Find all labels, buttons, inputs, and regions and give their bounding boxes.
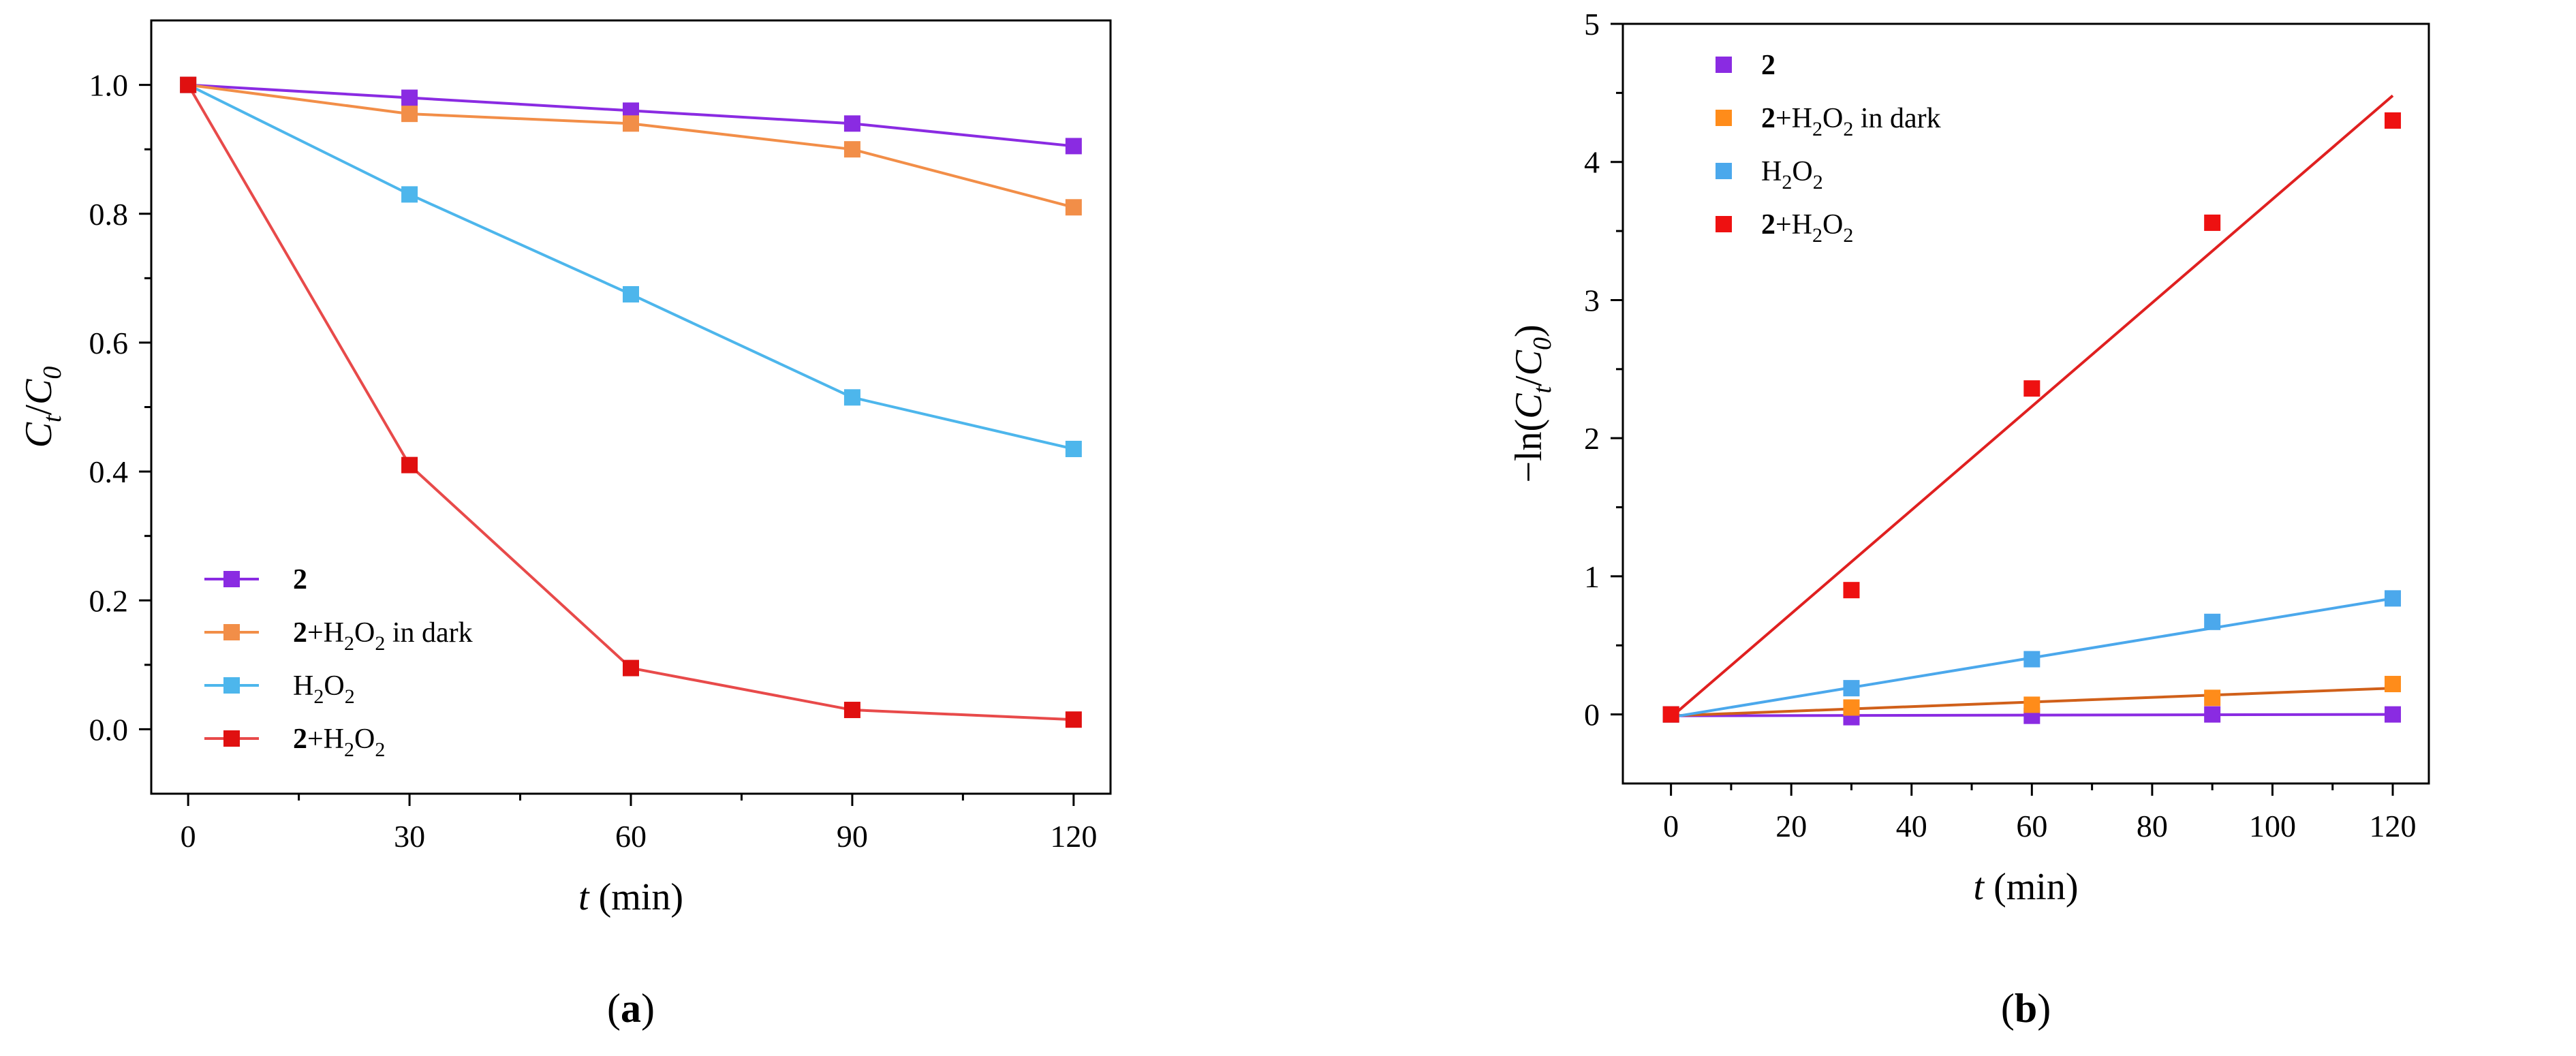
panel-a-x-tick-label: 60: [615, 819, 647, 854]
panel-b-y-tick-label: 4: [1584, 145, 1600, 180]
panel-b-series-3-point: [1662, 706, 1679, 723]
panel-b-x-tick-label: 80: [2137, 809, 2168, 843]
panel-a-panel-label: (a): [607, 986, 655, 1031]
panel-a-series-1-point: [401, 106, 418, 123]
panel-b-series-3-point: [1843, 582, 1860, 599]
panel-b-series-1-point: [2023, 696, 2040, 713]
panel-a-series-3-point: [401, 456, 418, 473]
panel-b-series-2-point: [2023, 651, 2040, 668]
panel-a-legend-label: H2O2: [293, 670, 355, 708]
panel-a-x-axis-title: t (min): [578, 876, 683, 918]
panel-a-x-tick-label: 0: [181, 819, 196, 854]
panel-a-legend-marker: [223, 730, 240, 747]
panel-b-series-1-point: [1843, 699, 1860, 716]
panel-a-legend-label: 2+H2O2 in dark: [293, 617, 473, 655]
panel-b: 0 20 40 60 80 100 120 0 1 2 3 4 5 t (min) −ln(Ct/C0) (b…: [1508, 7, 2430, 1031]
panel-a-series-0-point: [1065, 138, 1082, 155]
panel-b-series-3-point: [2385, 112, 2402, 129]
panel-b-series-2-point: [2385, 590, 2402, 607]
panel-b-x-tick-label: 60: [2016, 809, 2047, 843]
panel-b-series-1-point: [2204, 689, 2221, 706]
panel-a-legend-marker: [223, 624, 240, 640]
panel-a-series-2-point: [623, 285, 639, 302]
panel-a-y-axis-title: Ct/C0: [18, 367, 67, 448]
panel-a-legend-label: 2: [293, 564, 307, 595]
panel-a-series-3-point: [623, 659, 639, 677]
panel-a-series-3-point: [1065, 711, 1082, 728]
panel-a-series-2-point: [843, 389, 860, 406]
panel-b-series-3-fit-line: [1670, 94, 2394, 719]
panel-b-y-axis-title: −ln(Ct/C0): [1508, 324, 1557, 482]
panel-a-series-2-point: [1065, 440, 1082, 457]
panel-b-legend-marker: [1716, 163, 1732, 179]
panel-a-legend-marker: [223, 571, 240, 587]
panel-b-series-3-point: [2023, 380, 2040, 397]
panel-b-x-tick-label: 120: [2370, 809, 2417, 843]
panel-a-series-0-point: [843, 115, 860, 132]
panel-b-x-tick-label: 0: [1663, 809, 1679, 843]
panel-b-y-tick-label: 2: [1584, 421, 1600, 456]
panel-b-panel-label: (b): [2001, 986, 2051, 1031]
panel-b-y-tick-label: 3: [1584, 283, 1600, 317]
panel-b-x-axis-title: t (min): [1974, 866, 2079, 908]
panel-a-y-tick-label: 1.0: [89, 68, 129, 103]
panel-b-legend-marker: [1716, 110, 1732, 126]
panel-b-legend-label: H2O2: [1761, 156, 1823, 193]
panel-b-x-tick-label: 20: [1775, 809, 1807, 843]
panel-a-y-tick-label: 0.6: [89, 326, 129, 360]
panel-b-y-tick-label: 1: [1584, 559, 1600, 594]
panel-a-series-1-point: [1065, 199, 1082, 216]
panel-b-x-tick-label: 40: [1896, 809, 1927, 843]
panel-a-y-tick-label: 0.8: [89, 197, 129, 232]
panel-a-x-tick-label: 30: [394, 819, 425, 854]
panel-b-series-1-point: [2385, 676, 2402, 693]
panel-b-legend-marker: [1716, 216, 1732, 232]
panel-a-series-2-point: [401, 186, 418, 203]
panel-b-legend-label: 2+H2O2: [1761, 209, 1853, 247]
panel-b-plot-frame: [1621, 22, 2430, 785]
panel-a-series-3-point: [843, 702, 860, 719]
panel-b-y-tick-label: 0: [1584, 698, 1600, 732]
panel-a: 0 30 60 90 120 0.0 0.2 0.4 0.6 0.8 1.0 t (min) Ct/C0…: [18, 19, 1112, 1031]
panel-a-series-3-point: [180, 76, 197, 93]
panel-b-series-3-point: [2204, 214, 2221, 231]
panel-b-series-0-point: [2204, 706, 2221, 723]
panel-a-series-2-line: [187, 83, 1074, 450]
panel-a-x-tick-label: 120: [1050, 819, 1097, 854]
panel-b-y-tick-label: 5: [1584, 7, 1600, 42]
panel-b-legend-label: 2: [1761, 50, 1775, 81]
panel-a-y-tick-label: 0.4: [89, 454, 129, 489]
panel-a-x-tick-label: 90: [837, 819, 868, 854]
panel-b-legend-label: 2+H2O2 in dark: [1761, 103, 1941, 140]
panel-b-legend-marker: [1716, 57, 1732, 73]
panel-a-series-1-point: [623, 115, 639, 132]
panel-a-y-tick-label: 0.2: [89, 583, 129, 618]
panel-a-legend-label: 2+H2O2: [293, 724, 385, 761]
panel-b-series-2-point: [2204, 613, 2221, 630]
panel-a-legend-marker: [223, 677, 240, 694]
panel-b-series-0-point: [2385, 706, 2402, 723]
panel-a-y-tick-label: 0.0: [89, 712, 129, 747]
panel-b-x-tick-label: 100: [2249, 809, 2296, 843]
panel-a-series-1-point: [843, 141, 860, 158]
panel-b-series-2-point: [1843, 680, 1860, 697]
panel-a-series-0-point: [401, 89, 418, 106]
